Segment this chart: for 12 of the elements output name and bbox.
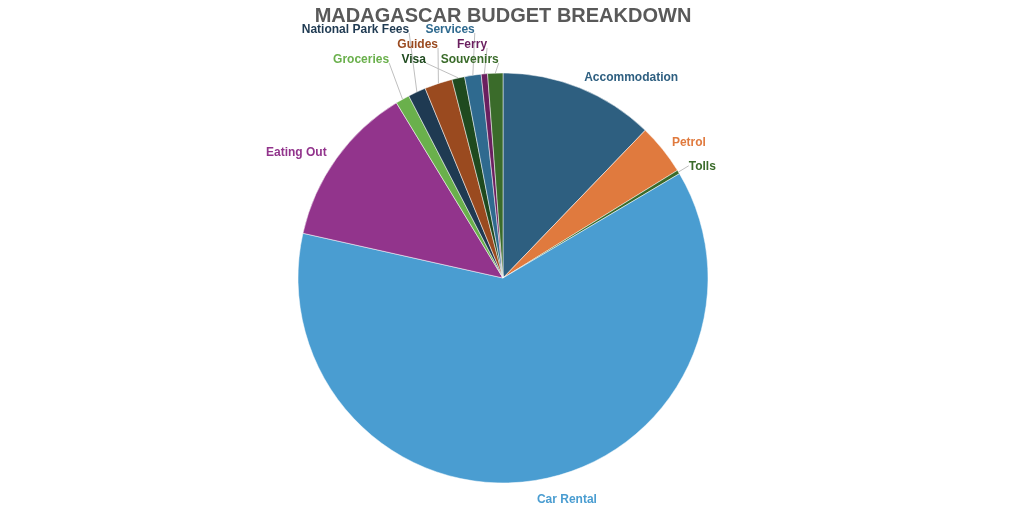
slice-label: Ferry: [457, 37, 488, 51]
slice-label: Souvenirs: [440, 52, 500, 66]
slice-label: Petrol: [671, 134, 706, 149]
slice-label: National Park Fees: [301, 22, 410, 36]
slice-label: Eating Out: [265, 144, 327, 159]
slice-label: Car Rental: [536, 492, 597, 507]
slice-label: Visa: [401, 52, 427, 66]
slice-label: Guides: [397, 37, 439, 51]
slice-label: Accommodation: [584, 69, 679, 84]
slice-label: Services: [425, 22, 476, 36]
slice-label: Groceries: [333, 52, 390, 66]
slice-label: Tolls: [688, 158, 717, 173]
